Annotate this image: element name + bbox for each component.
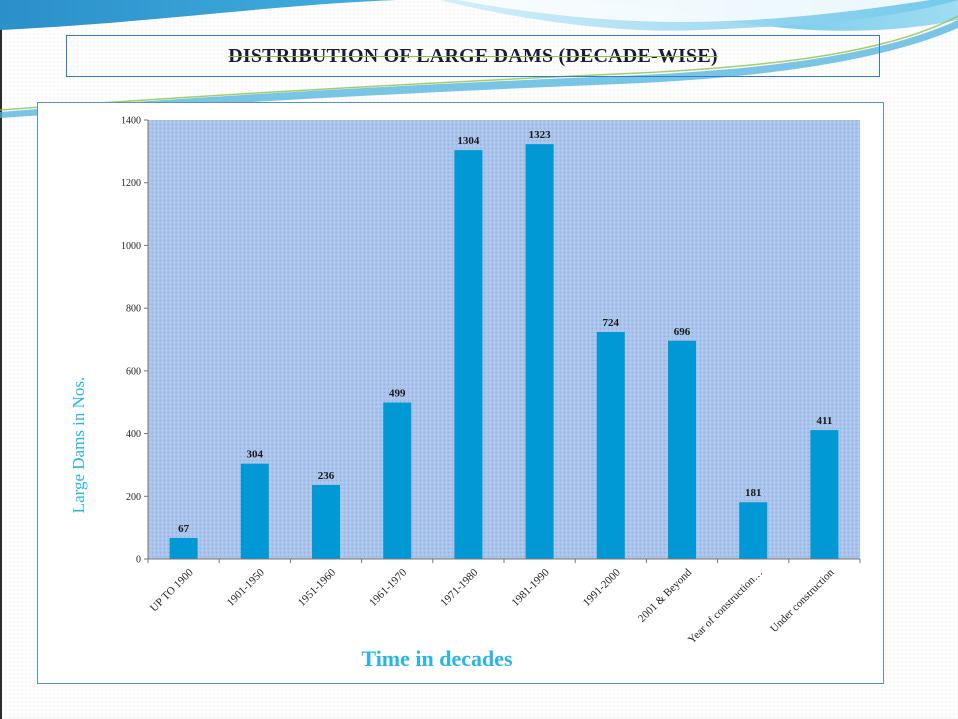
y-tick-label: 0 xyxy=(136,555,141,566)
x-tick-label: 1901-1950 xyxy=(225,566,268,609)
data-label: 1323 xyxy=(529,129,552,141)
data-label: 1304 xyxy=(457,135,480,147)
data-label: 181 xyxy=(745,487,762,499)
bar xyxy=(668,340,696,559)
data-label: 411 xyxy=(816,415,832,427)
x-tick-label: 2001 & Beyond xyxy=(636,566,695,625)
y-tick-label: 800 xyxy=(126,304,141,315)
bar xyxy=(240,463,269,559)
x-tick-label: 1971-1980 xyxy=(438,566,481,609)
data-label: 67 xyxy=(178,523,190,535)
y-axis-title: Large Dams in Nos. xyxy=(69,376,88,514)
x-tick-label: Year of construction… xyxy=(686,567,765,646)
page-title: DISTRIBUTION OF LARGE DAMS (DECADE-WISE) xyxy=(228,44,718,67)
data-label: 696 xyxy=(674,326,691,338)
data-label: 499 xyxy=(389,388,406,400)
title-box: DISTRIBUTION OF LARGE DAMS (DECADE-WISE) xyxy=(66,35,880,77)
data-labels: 67 304 236 499 1304 1323 724 696 181 411 xyxy=(178,129,832,535)
data-label: 236 xyxy=(318,470,335,482)
bar xyxy=(383,402,412,559)
bar xyxy=(312,484,340,559)
x-tick-label: 1991-2000 xyxy=(581,566,624,609)
x-tick-label: 1981-1990 xyxy=(510,566,553,609)
y-tick-label: 1200 xyxy=(121,178,141,189)
x-tick-label: 1951-1960 xyxy=(296,566,339,609)
data-label: 724 xyxy=(603,317,620,329)
y-axis: 0 200 400 600 800 1000 1200 1400 xyxy=(121,116,148,566)
y-tick-label: 600 xyxy=(126,366,141,377)
x-tick-label: Under construction xyxy=(768,566,837,635)
y-tick-label: 400 xyxy=(126,429,141,440)
y-tick-label: 200 xyxy=(126,492,141,503)
bar xyxy=(596,331,625,559)
bar xyxy=(739,502,768,559)
x-axis: UP TO 1900 1901-1950 1951-1960 1961-1970 197… xyxy=(147,559,861,646)
slide-left-border xyxy=(0,0,2,719)
x-tick-label: 1961-1970 xyxy=(367,566,410,609)
x-axis-title: Time in decades xyxy=(361,646,513,671)
bars xyxy=(169,144,839,560)
bar xyxy=(454,150,483,560)
bar xyxy=(810,430,839,559)
x-tick-label: UP TO 1900 xyxy=(148,566,196,614)
bar xyxy=(525,144,554,559)
bar xyxy=(169,537,198,559)
y-tick-label: 1400 xyxy=(121,116,141,127)
data-label: 304 xyxy=(247,449,264,461)
y-tick-label: 1000 xyxy=(121,241,141,252)
